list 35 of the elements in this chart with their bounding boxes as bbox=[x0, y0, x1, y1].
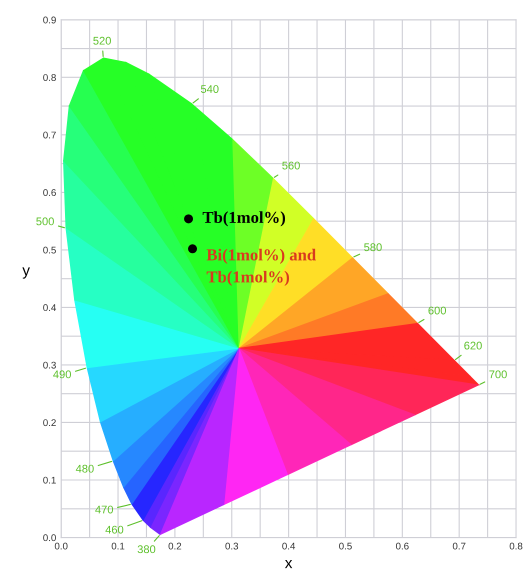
x-tick-label: 0.2 bbox=[168, 542, 182, 550]
x-tick-label: 0.6 bbox=[396, 542, 409, 550]
y-tick-label: 0.4 bbox=[43, 304, 56, 312]
annotation: 700 bbox=[489, 370, 507, 378]
y-tick-label: 0.1 bbox=[43, 476, 56, 484]
y-tick-label: 0.9 bbox=[43, 16, 56, 24]
series-label: Tb(1mol%) bbox=[202, 211, 286, 226]
y-tick-label: 0.2 bbox=[43, 419, 56, 426]
annotation: 540 bbox=[200, 85, 219, 93]
x-tick-label: 0.7 bbox=[452, 542, 466, 550]
annotation: 490 bbox=[53, 370, 71, 378]
y-tick-label: 0.3 bbox=[43, 362, 56, 369]
x-tick-label: 0.8 bbox=[510, 542, 522, 550]
annotation: 470 bbox=[95, 506, 114, 514]
y-tick-label: 0.0 bbox=[43, 534, 56, 542]
y-tick-label: 0.6 bbox=[43, 189, 56, 196]
x-tick-label: 0.4 bbox=[282, 542, 296, 550]
y-axis-title: y bbox=[22, 267, 30, 279]
y-tick-label: 0.5 bbox=[43, 246, 56, 254]
annotation: 520 bbox=[93, 36, 111, 45]
annotation: 620 bbox=[464, 342, 482, 350]
x-tick-label: 0.0 bbox=[54, 542, 68, 550]
x-axis-title: x bbox=[284, 560, 292, 568]
annotation: 580 bbox=[364, 243, 382, 252]
annotation: 480 bbox=[76, 464, 94, 473]
annotation: 460 bbox=[105, 526, 124, 534]
y-tick-label: 0.7 bbox=[43, 132, 56, 138]
text: 380 bbox=[138, 545, 156, 554]
annotation: 600 bbox=[428, 306, 446, 314]
x-tick-label: 0.1 bbox=[112, 542, 124, 550]
x-tick-label: 0.5 bbox=[339, 542, 352, 550]
y-tick-label: 0.8 bbox=[43, 74, 56, 81]
x-tick-label: 0.3 bbox=[225, 542, 238, 550]
text: 500 bbox=[36, 217, 54, 226]
annotation: 560 bbox=[282, 162, 300, 170]
